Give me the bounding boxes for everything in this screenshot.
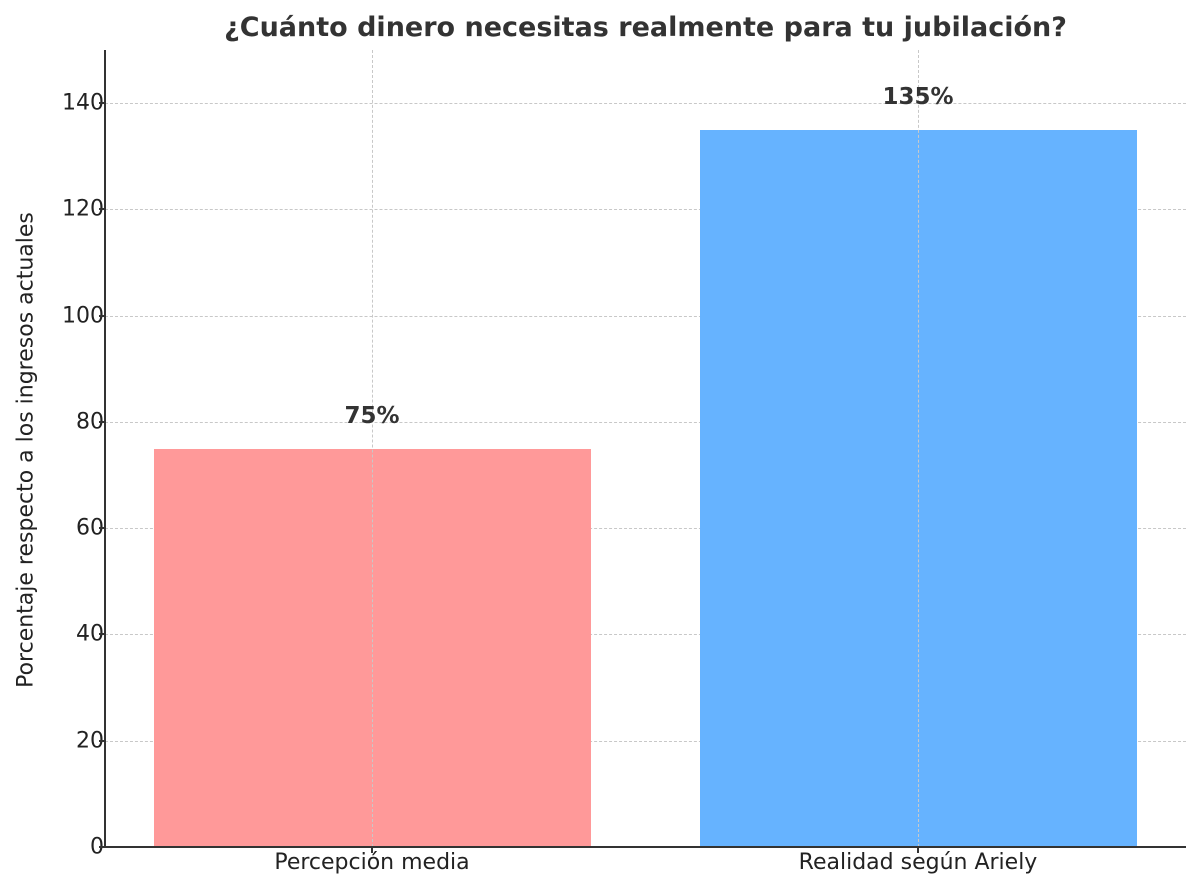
y-axis-line (104, 50, 106, 848)
y-tick-label: 0 (90, 834, 104, 860)
x-axis-line (104, 846, 1186, 848)
y-tick-mark (99, 527, 105, 530)
v-gridline (918, 50, 919, 847)
y-tick-mark (99, 314, 105, 317)
h-gridline (105, 209, 1186, 211)
x-tick-mark (917, 847, 919, 853)
chart-title: ¿Cuánto dinero necesitas realmente para … (224, 12, 1067, 43)
y-tick-label: 100 (62, 303, 104, 329)
y-tick-mark (99, 420, 105, 423)
bar-value-label: 75% (344, 402, 400, 429)
y-tick-label: 140 (62, 90, 104, 116)
x-tick-mark (371, 847, 373, 853)
x-tick-label: Percepción media (274, 850, 470, 875)
h-gridline (105, 528, 1186, 530)
y-axis-label: Porcentaje respecto a los ingresos actua… (13, 212, 39, 688)
y-tick-mark (99, 633, 105, 636)
bar-value-label: 135% (882, 83, 954, 110)
y-tick-mark (99, 208, 105, 211)
v-gridline (372, 50, 373, 847)
h-gridline (105, 740, 1186, 742)
y-tick-mark (99, 846, 105, 848)
x-tick-label: Realidad según Ariely (798, 850, 1038, 875)
h-gridline (105, 315, 1186, 317)
plot-area: 75% 135% (105, 50, 1186, 847)
y-tick-mark (99, 102, 105, 105)
h-gridline (105, 103, 1186, 105)
h-gridline (105, 634, 1186, 636)
y-tick-mark (99, 739, 105, 742)
y-tick-label: 120 (62, 196, 104, 222)
h-gridline (105, 421, 1186, 423)
